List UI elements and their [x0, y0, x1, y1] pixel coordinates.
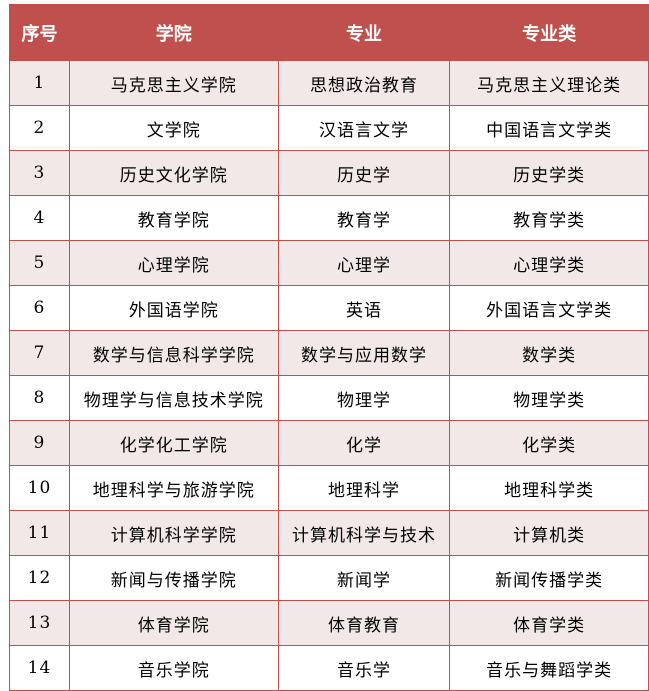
majors-table: 序号 学院 专业 专业类 1 马克思主义学院 思想政治教育 马克思主义理论类 2 文学院汉… — [9, 4, 649, 691]
row-college: 外国语学院 — [68, 285, 279, 331]
row-category: 数学类 — [449, 330, 649, 376]
table-row: 11 计算机科学学院 计算机科学与技术 计算机类 — [9, 510, 649, 556]
row-no: 4 — [9, 195, 70, 241]
table-row: 2 文学院 汉语言文学 中国语言文学类 — [9, 105, 649, 151]
row-college: 音乐学院 — [68, 645, 279, 691]
row-category: 中国语言文学类 — [449, 105, 649, 151]
row-college: 计算机科学学院 — [68, 510, 279, 556]
table-row: 7 数学与信息科学学院 数学与应用数学 数学类 — [9, 330, 649, 376]
row-major: 英语 — [277, 285, 451, 331]
row-college: 教育学院 — [68, 195, 279, 241]
row-major: 思想政治教育 — [277, 60, 451, 106]
row-category: 历史学类 — [449, 150, 649, 196]
row-major: 新闻学 — [277, 555, 451, 601]
row-no: 2 — [9, 105, 70, 151]
row-category: 音乐与舞蹈学类 — [449, 645, 649, 691]
table-row: 14 音乐学院 音乐学 音乐与舞蹈学类 — [9, 645, 649, 691]
row-major: 地理科学 — [277, 465, 451, 511]
row-college: 地理科学与旅游学院 — [68, 465, 279, 511]
row-major: 汉语言文学 — [277, 105, 451, 151]
row-category: 计算机类 — [449, 510, 649, 556]
row-category: 物理学类 — [449, 375, 649, 421]
table-row: 5 心理学院 心理学 心理学类 — [9, 240, 649, 286]
row-major: 物理学 — [277, 375, 451, 421]
table-row: 6 外国语学院 英语 外国语言文学类 — [9, 285, 649, 331]
table-row: 8 物理学与信息技术学院 物理学 物理学类 — [9, 375, 649, 421]
header-college: 学院 — [68, 4, 279, 61]
row-college: 化学化工学院 — [68, 420, 279, 466]
row-college: 体育学院 — [68, 600, 279, 646]
row-no: 10 — [9, 465, 70, 511]
header-major: 专业 — [277, 4, 451, 61]
table-row: 12 新闻与传播学院 新闻学 新闻传播学类 — [9, 555, 649, 601]
row-college: 文学院 — [68, 105, 279, 151]
row-category: 教育学类 — [449, 195, 649, 241]
row-college: 数学与信息科学学院 — [68, 330, 279, 376]
row-college: 物理学与信息技术学院 — [68, 375, 279, 421]
row-category: 体育学类 — [449, 600, 649, 646]
row-no: 1 — [9, 60, 70, 106]
table-row: 9 化学化工学院 化学 化学类 — [9, 420, 649, 466]
row-category: 马克思主义理论类 — [449, 60, 649, 106]
table-row: 3 历史文化学院 历史学 历史学类 — [9, 150, 649, 196]
table-row: 4 教育学院 教育学 教育学类 — [9, 195, 649, 241]
row-no: 11 — [9, 510, 70, 556]
row-no: 6 — [9, 285, 70, 331]
header-row: 序号 学院 专业 专业类 — [9, 4, 649, 61]
table-row: 10 地理科学与旅游学院 地理科学 地理科学类 — [9, 465, 649, 511]
row-college: 历史文化学院 — [68, 150, 279, 196]
row-major: 教育学 — [277, 195, 451, 241]
row-category: 新闻传播学类 — [449, 555, 649, 601]
row-college: 新闻与传播学院 — [68, 555, 279, 601]
row-major: 计算机科学与技术 — [277, 510, 451, 556]
row-major: 音乐学 — [277, 645, 451, 691]
row-college: 马克思主义学院 — [68, 60, 279, 106]
row-major: 化学 — [277, 420, 451, 466]
row-no: 3 — [9, 150, 70, 196]
row-category: 外国语言文学类 — [449, 285, 649, 331]
row-no: 14 — [9, 645, 70, 691]
row-major: 体育教育 — [277, 600, 451, 646]
row-category: 化学类 — [449, 420, 649, 466]
table-row: 13 体育学院 体育教育 体育学类 — [9, 600, 649, 646]
header-category: 专业类 — [449, 4, 649, 61]
row-no: 8 — [9, 375, 70, 421]
table-row: 1 马克思主义学院 思想政治教育 马克思主义理论类 — [9, 60, 649, 106]
row-major: 数学与应用数学 — [277, 330, 451, 376]
header-no: 序号 — [9, 4, 70, 61]
row-category: 地理科学类 — [449, 465, 649, 511]
row-no: 12 — [9, 555, 70, 601]
row-no: 9 — [9, 420, 70, 466]
row-no: 7 — [9, 330, 70, 376]
row-major: 历史学 — [277, 150, 451, 196]
row-no: 13 — [9, 600, 70, 646]
row-category: 心理学类 — [449, 240, 649, 286]
row-major: 心理学 — [277, 240, 451, 286]
row-no: 5 — [9, 240, 70, 286]
row-college: 心理学院 — [68, 240, 279, 286]
